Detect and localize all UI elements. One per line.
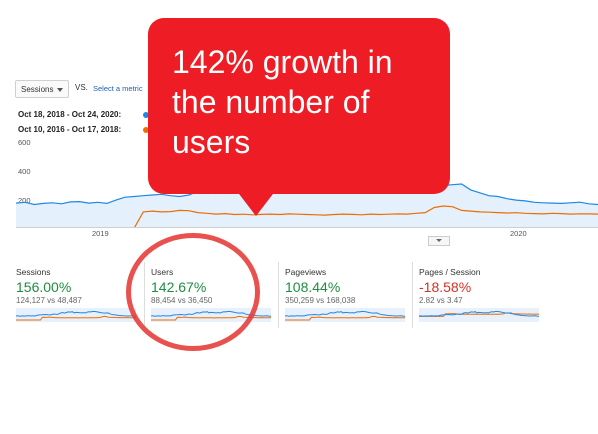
legend-previous-label: Oct 10, 2016 - Oct 17, 2018: (18, 125, 122, 134)
metric-dropdown[interactable]: Sessions (15, 80, 69, 98)
legend-previous: Oct 10, 2016 - Oct 17, 2018: (18, 125, 121, 134)
select-metric-link[interactable]: Select a metric (93, 84, 143, 93)
sparkline-background (419, 308, 539, 322)
x-tick-2019: 2019 (92, 229, 109, 238)
highlight-circle (126, 233, 260, 351)
card-percent-change: 156.00% (16, 279, 72, 295)
callout-bubble (148, 18, 450, 194)
card-comparison: 124,127 vs 48,487 (16, 296, 82, 305)
vs-label: VS. (75, 83, 88, 92)
sparkline-previous (419, 312, 539, 317)
metric-dropdown-label: Sessions (21, 85, 54, 94)
series-area (16, 175, 598, 228)
sparkline-current (419, 310, 539, 317)
x-tick-2020: 2020 (510, 229, 527, 238)
card-name: Pageviews (285, 267, 327, 277)
sparkline (285, 308, 405, 322)
legend-current-swatch (143, 112, 149, 118)
card-percent-change: 108.44% (285, 279, 341, 295)
sparkline-current (285, 310, 405, 317)
metric-cards: Sessions 156.00% 124,127 vs 48,487 Users… (10, 262, 550, 330)
sparkline (16, 308, 136, 322)
chevron-down-icon (436, 239, 442, 242)
card-comparison: 350,259 vs 168,038 (285, 296, 356, 305)
card-pageviews[interactable]: Pageviews 108.44% 350,259 vs 168,038 (278, 262, 409, 328)
collapse-chart-button[interactable] (428, 236, 450, 246)
card-pages-per-session[interactable]: Pages / Session -18.58% 2.82 vs 3.47 (412, 262, 547, 328)
y-tick-200: 200 (18, 196, 31, 205)
legend-current: Oct 18, 2018 - Oct 24, 2020: (18, 110, 121, 119)
sparkline (419, 308, 539, 322)
x-axis-line (16, 227, 598, 228)
sparkline-previous (285, 315, 405, 321)
y-tick-400: 400 (18, 167, 31, 176)
legend-previous-swatch (143, 127, 149, 133)
callout-pointer (236, 190, 276, 216)
chevron-down-icon (57, 88, 63, 92)
card-name: Pages / Session (419, 267, 481, 277)
sparkline-background (16, 308, 136, 322)
series-line-previous (16, 205, 598, 228)
card-name: Sessions (16, 267, 51, 277)
card-comparison: 2.82 vs 3.47 (419, 296, 463, 305)
callout-text: 142% growth in the number of users (172, 44, 393, 160)
sparkline-current (16, 310, 136, 317)
sparkline-previous (16, 315, 136, 321)
legend-current-label: Oct 18, 2018 - Oct 24, 2020: (18, 110, 122, 119)
y-tick-600: 600 (18, 138, 31, 147)
sparkline-background (285, 308, 405, 322)
card-sessions[interactable]: Sessions 156.00% 124,127 vs 48,487 (10, 262, 140, 328)
card-percent-change: -18.58% (419, 279, 472, 295)
